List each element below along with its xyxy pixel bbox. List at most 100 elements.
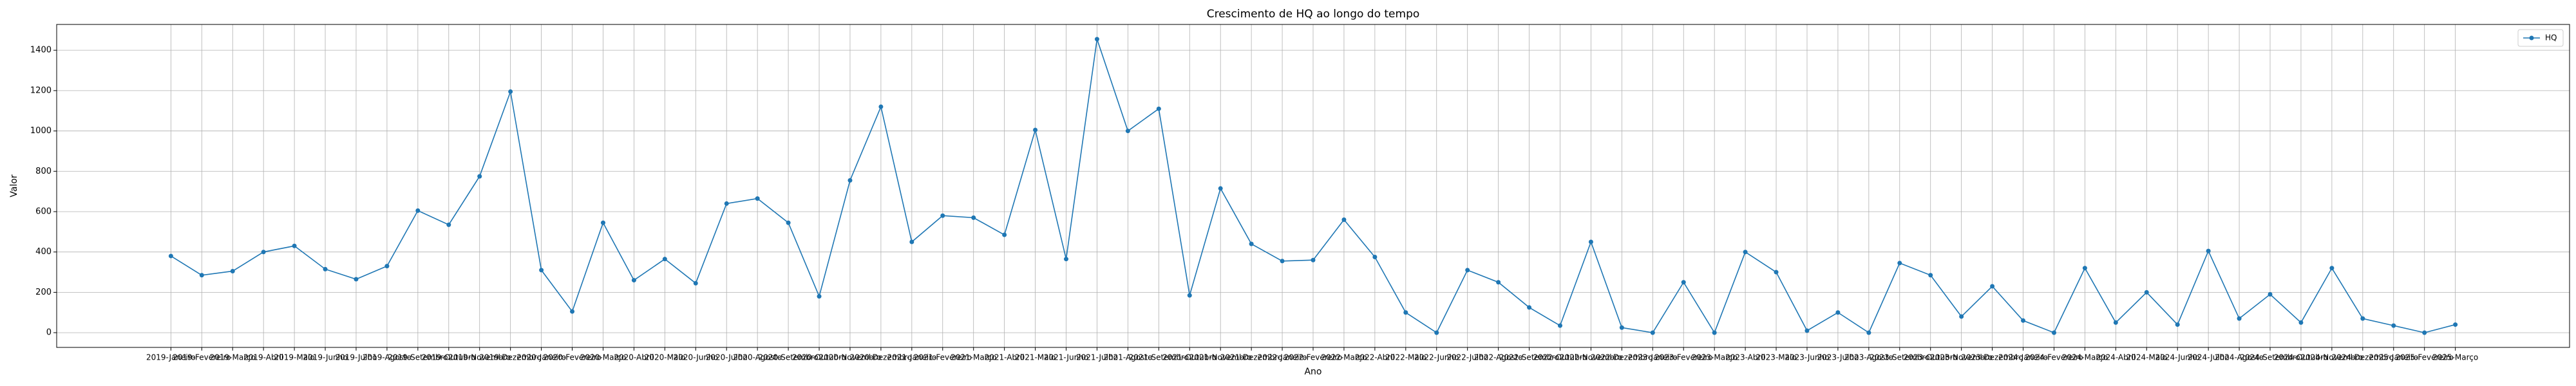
- y-tick-label: 1000: [30, 126, 52, 136]
- point: [1280, 259, 1285, 264]
- x-tick-label: 2023-Junho: [1785, 353, 1829, 362]
- x-tick-label: 2024-Novembro: [2300, 353, 2363, 362]
- x-tick-label: 2023-Setembro: [1870, 353, 1929, 362]
- x-tick-label: 2023-Dezembro: [1961, 353, 2023, 362]
- point: [2021, 318, 2026, 323]
- x-tick-label: 2020-Fevereiro: [543, 353, 601, 362]
- point: [786, 220, 791, 225]
- point: [848, 178, 853, 183]
- point: [1496, 280, 1501, 285]
- point: [1187, 293, 1192, 298]
- x-tick-label: 2020-Março: [580, 353, 626, 362]
- x-tick-label: 2024-Maio: [2126, 353, 2167, 362]
- y-tick-label: 600: [35, 207, 52, 216]
- point: [354, 277, 359, 282]
- point: [1712, 330, 1717, 335]
- point: [693, 280, 698, 286]
- y-tick-label: 800: [35, 167, 52, 176]
- x-tick-label: 2022-Junho: [1414, 353, 1459, 362]
- point: [1743, 250, 1748, 255]
- x-tick-label: 2023-Janeiro: [1628, 353, 1678, 362]
- x-tick-label: 2022-Janeiro: [1258, 353, 1307, 362]
- point: [1835, 310, 1841, 315]
- y-tick-label: 0: [46, 328, 52, 338]
- x-tick-label: 2023-Novembro: [1930, 353, 1993, 362]
- x-tick-label: 2021-Dezembro: [1220, 353, 1283, 362]
- point: [631, 278, 636, 283]
- point: [1311, 257, 1316, 262]
- x-tick-label: 2021-Maio: [1015, 353, 1056, 362]
- x-tick-label: 2019-Outubro: [422, 353, 476, 362]
- point: [662, 257, 667, 262]
- x-tick-label: 2024-Setembro: [2240, 353, 2300, 362]
- point: [1002, 232, 1007, 237]
- x-tick-label: 2020-Junho: [674, 353, 718, 362]
- legend-box: [2517, 29, 2564, 47]
- point: [724, 201, 729, 206]
- x-tick-label: 2021-Setembro: [1129, 353, 1189, 362]
- x-tick-label: 2020-Agosto: [733, 353, 782, 362]
- x-tick-label: 2019-Novembro: [448, 353, 511, 362]
- point: [2175, 322, 2180, 327]
- point: [1434, 330, 1439, 335]
- legend-label: HQ: [2545, 33, 2557, 42]
- point: [2113, 320, 2118, 325]
- point: [1804, 328, 1810, 333]
- x-tick-label: 2025-Março: [2432, 353, 2478, 362]
- x-tick-label: 2024-Outubro: [2274, 353, 2328, 362]
- x-tick-label: 2020-Julho: [706, 353, 748, 362]
- x-tick-label: 2019-Janeiro: [146, 353, 196, 362]
- point: [1897, 261, 1902, 266]
- y-tick-label: 1400: [30, 46, 52, 55]
- y-tick-label: 400: [35, 247, 52, 257]
- point: [477, 174, 482, 179]
- x-tick-label: 2020-Dezembro: [850, 353, 913, 362]
- point: [1156, 106, 1161, 111]
- axes-frame: [56, 24, 2570, 348]
- x-tick-label: 2019-Fevereiro: [173, 353, 231, 362]
- x-tick-label: 2020-Maio: [645, 353, 685, 362]
- point: [2206, 248, 2211, 253]
- point: [1249, 241, 1254, 246]
- x-tick-label: 2023-Outubro: [1904, 353, 1958, 362]
- point: [2082, 266, 2087, 271]
- x-tick-label: 2022-Outubro: [1533, 353, 1587, 362]
- point: [539, 268, 544, 273]
- point: [1650, 330, 1655, 335]
- x-tick-label: 2021-Abril: [985, 353, 1025, 362]
- point: [1866, 330, 1871, 335]
- x-tick-label: 2022-Novembro: [1560, 353, 1622, 362]
- point: [817, 294, 822, 299]
- point: [230, 268, 235, 273]
- x-tick-label: 2019-Dezembro: [479, 353, 542, 362]
- x-tick-label: 2023-Fevereiro: [1654, 353, 1712, 362]
- x-tick-label: 2019-Agosto: [363, 353, 412, 362]
- x-tick-label: 2019-Abril: [243, 353, 283, 362]
- x-tick-label: 2019-Maio: [274, 353, 314, 362]
- x-tick-label: 2021-Março: [951, 353, 996, 362]
- point: [940, 213, 945, 218]
- point: [971, 215, 976, 220]
- x-tick-label: 2024-Junho: [2155, 353, 2200, 362]
- x-tick-label: 2022-Dezembro: [1591, 353, 1653, 362]
- x-tick-label: 2019-Março: [210, 353, 256, 362]
- point: [1465, 268, 1470, 273]
- x-tick-label: 2022-Maio: [1385, 353, 1426, 362]
- x-tick-label: 2022-Março: [1321, 353, 1367, 362]
- point: [292, 243, 297, 248]
- point: [2051, 330, 2056, 335]
- point: [199, 273, 204, 278]
- x-tick-label: 2022-Agosto: [1474, 353, 1523, 362]
- point: [1372, 255, 1378, 260]
- x-tick-label: 2024-Janeiro: [1998, 353, 2048, 362]
- point: [323, 266, 328, 271]
- point: [1341, 217, 1347, 223]
- point: [1218, 186, 1223, 191]
- x-tick-label: 2025-Fevereiro: [2396, 353, 2454, 362]
- x-tick-label: 2025-Janeiro: [2369, 353, 2418, 362]
- x-tick-label: 2022-Abril: [1355, 353, 1395, 362]
- point: [1094, 37, 1099, 42]
- x-tick-label: 2024-Fevereiro: [2025, 353, 2083, 362]
- x-tick-label: 2020-Janeiro: [516, 353, 566, 362]
